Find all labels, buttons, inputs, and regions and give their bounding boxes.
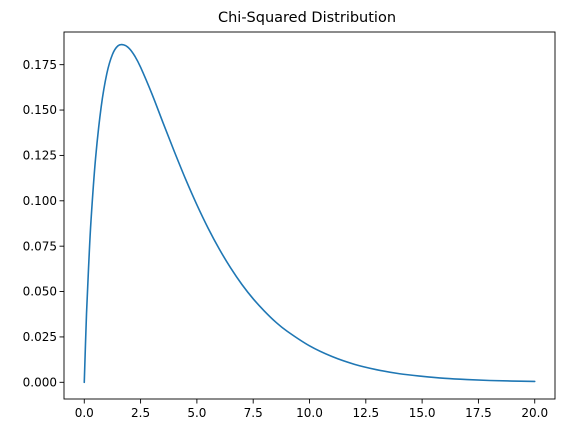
x-tick-label: 5.0 (187, 406, 206, 420)
x-tick-label: 20.0 (521, 406, 548, 420)
plot-area: 0.0 2.5 5.0 7.5 10.0 12.5 15.0 17.5 20.0 0.0000.… (23, 31, 556, 420)
y-tick-label: 0.025 (23, 330, 57, 344)
y-tick-label: 0.100 (23, 194, 57, 208)
x-tick-label: 2.5 (131, 406, 150, 420)
y-tick-label: 0.150 (23, 103, 57, 117)
y-tick-label: 0.075 (23, 239, 57, 253)
series-line (83, 43, 536, 384)
y-tick-label: 0.000 (23, 376, 57, 390)
x-tick-label: 12.5 (352, 406, 379, 420)
x-tick-label: 17.5 (465, 406, 492, 420)
plot-frame (63, 31, 556, 400)
x-tick-label: 0.0 (75, 406, 94, 420)
x-tick-label: 10.0 (296, 406, 323, 420)
y-axis: 0.000 0.025 0.050 0.075 0.100 0.125 0.150 0.175 (23, 58, 64, 390)
x-tick-label: 7.5 (244, 406, 263, 420)
y-tick-label: 0.050 (23, 285, 57, 299)
y-tick-label: 0.125 (23, 149, 57, 163)
x-axis: 0.0 2.5 5.0 7.5 10.0 12.5 15.0 17.5 20.0 (75, 399, 548, 420)
y-tick-label: 0.175 (23, 58, 57, 72)
x-tick-label: 15.0 (409, 406, 436, 420)
chart-title: Chi-Squared Distribution (218, 10, 396, 26)
